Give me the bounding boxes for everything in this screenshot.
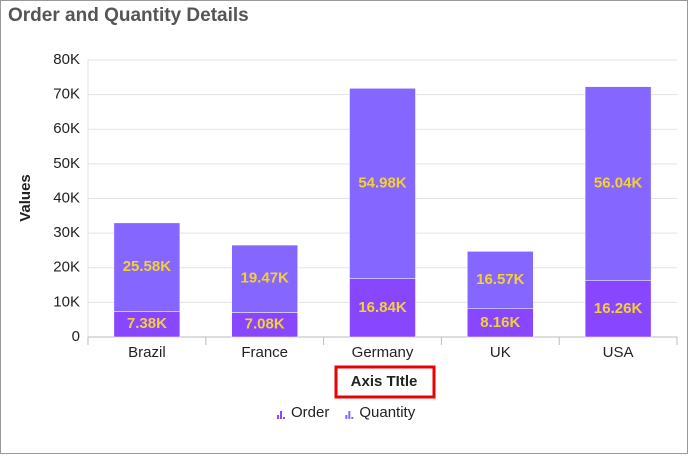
x-axis-title: Axis TItle: [351, 373, 418, 390]
y-tick-label: 10K: [53, 293, 80, 310]
bar-segment: [113, 222, 181, 312]
value-label: 16.57K: [476, 271, 525, 288]
y-tick-label: 80K: [53, 51, 80, 68]
x-tick-label: France: [241, 344, 288, 361]
value-label: 7.38K: [127, 315, 167, 332]
legend-label: Quantity: [359, 404, 415, 421]
bar-segment: [467, 251, 534, 309]
axis-title-box: [334, 365, 436, 399]
value-label: 8.16K: [480, 314, 520, 331]
value-label: 56.04K: [594, 175, 643, 192]
value-label: 25.58K: [123, 258, 172, 275]
y-tick-label: 40K: [53, 189, 80, 206]
x-tick-label: UK: [490, 344, 511, 361]
chart-title: Order and Quantity Details: [8, 5, 249, 26]
value-label: 16.26K: [594, 300, 643, 317]
bar-segment: [584, 86, 652, 281]
y-tick-label: 20K: [53, 259, 80, 276]
y-tick-label: 50K: [53, 155, 80, 172]
legend-icon: [280, 411, 282, 419]
value-label: 54.98K: [358, 174, 407, 191]
y-tick-label: 60K: [53, 120, 80, 137]
legend-icon: [351, 417, 354, 419]
x-tick-label: Brazil: [128, 344, 166, 361]
y-tick-label: 70K: [53, 86, 80, 103]
value-label: 19.47K: [241, 270, 290, 287]
x-tick-label: USA: [603, 344, 634, 361]
legend-icon: [277, 415, 279, 419]
legend-label: Order: [291, 404, 329, 421]
bar-segment: [349, 278, 416, 338]
bar-segment: [349, 88, 416, 279]
bar-segment: [231, 244, 298, 313]
legend-icon: [345, 415, 348, 419]
x-tick-label: Germany: [352, 344, 414, 361]
y-tick-label: 0: [72, 328, 80, 345]
bar-segment: [584, 280, 652, 338]
y-tick-label: 30K: [53, 224, 80, 241]
legend-icon: [283, 417, 285, 419]
bar-segment: [467, 308, 534, 338]
bar-segment: [113, 311, 181, 338]
value-label: 16.84K: [358, 299, 407, 316]
bar-segment: [231, 312, 298, 338]
value-label: 7.08K: [245, 316, 285, 333]
legend-icon: [348, 411, 351, 419]
y-axis-title: Values: [17, 174, 34, 222]
